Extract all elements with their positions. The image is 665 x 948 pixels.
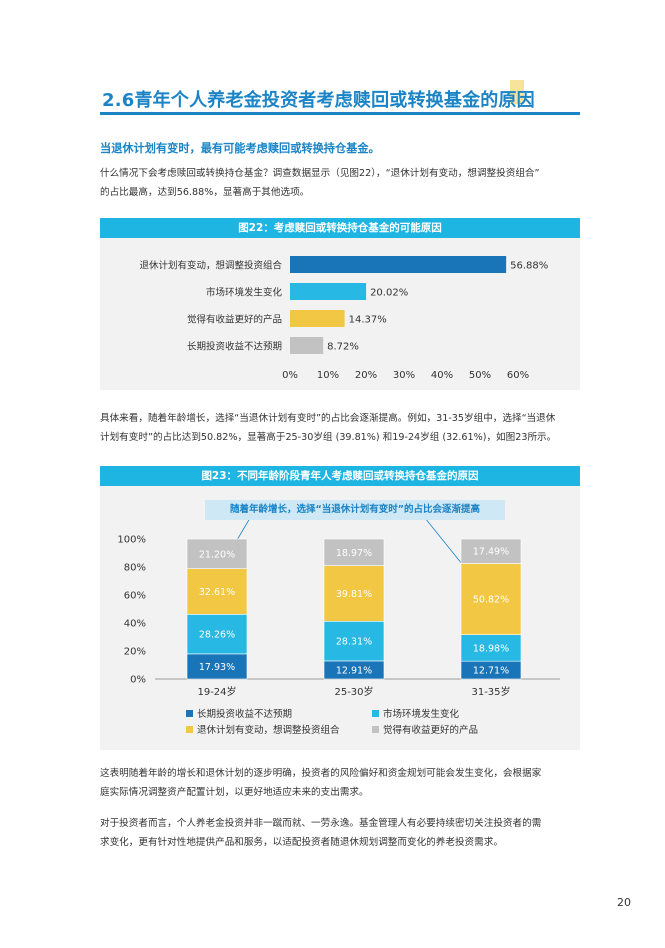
paragraph-detail: 具体来看，随着年龄增长，选择“当退休计划有变时”的占比会逐渐提高。例如，31-3… [100, 409, 584, 447]
bar-category-label: 退休计划有变动，想调整投资组合 [139, 260, 282, 272]
paragraph-line: 计划有变时”的占比达到50.82%，显著高于25-30岁组 (39.81%) 和… [100, 432, 557, 443]
stacked-bar-segment [323, 538, 385, 566]
legend-swatch [372, 710, 379, 717]
figure-23-callout: 随着年龄增长，选择“当退休计划有变时”的占比会逐渐提高 [205, 500, 505, 520]
legend-swatch [186, 726, 193, 733]
x-tick-label: 20% [355, 370, 377, 381]
y-tick-label: 100% [117, 535, 146, 546]
legend-swatch [186, 710, 193, 717]
bar-value-label: 8.72% [327, 342, 359, 353]
bar [290, 256, 507, 273]
segment-value-label: 18.98% [473, 643, 509, 654]
bar-value-label: 20.02% [370, 288, 408, 299]
stacked-bar-segment [323, 620, 385, 662]
y-tick-label: 60% [124, 591, 146, 602]
bar [290, 337, 324, 354]
y-tick-label: 0% [130, 675, 146, 686]
segment-value-label: 39.81% [336, 589, 372, 600]
x-tick-label: 30% [393, 370, 415, 381]
bar-category-label: 长期投资收益不达预期 [187, 341, 282, 353]
figure-23-chart: 0% 20% 40% 60% 80% 100% 17.93% 28.26% 32.61% 21.2… [117, 517, 560, 736]
x-tick-label: 60% [507, 370, 529, 381]
segment-value-label: 17.49% [473, 547, 509, 558]
y-tick-label: 20% [124, 647, 146, 658]
legend-label: 觉得有收益更好的产品 [383, 724, 478, 736]
figure-22-chart: 退休计划有变动，想调整投资组合 56.88% 市场环境发生变化 20.02% 觉得有收益… [139, 256, 548, 381]
segment-value-label: 28.31% [336, 637, 372, 648]
stacked-bar-segment [186, 568, 248, 615]
segment-value-label: 50.82% [473, 595, 509, 606]
paragraph-line: 具体来看，随着年龄增长，选择“当退休计划有变时”的占比会逐渐提高。例如，31-3… [100, 413, 556, 424]
legend-swatch [372, 726, 379, 733]
stacked-bar-segment [460, 563, 522, 635]
title-underline [100, 112, 580, 115]
segment-value-label: 18.97% [336, 548, 372, 559]
figure-22-title: 图22：考虑赎回或转换持仓基金的可能原因 [100, 218, 580, 238]
bar [290, 283, 367, 300]
paragraph-line: 的占比最高，达到56.88%，显著高于其他选项。 [100, 187, 310, 198]
bar-value-label: 56.88% [510, 261, 548, 272]
x-tick-label: 10% [317, 370, 339, 381]
legend-label: 退休计划有变动，想调整投资组合 [197, 724, 340, 736]
legend-label: 长期投资收益不达预期 [197, 708, 292, 720]
segment-value-label: 12.71% [473, 666, 509, 677]
paragraph-line: 对于投资者而言，个人养老金投资并非一蹴而就、一劳永逸。基金管理人有必要持续密切关… [100, 818, 542, 829]
x-tick-label: 40% [431, 370, 453, 381]
x-category-label: 31-35岁 [471, 685, 510, 698]
x-category-label: 25-30岁 [334, 685, 373, 698]
stacked-bar-segment [186, 538, 248, 569]
paragraph-conclusion: 这表明随着年龄的增长和退休计划的逐步明确，投资者的风险偏好和资金规划可能会发生变… [100, 764, 584, 802]
x-tick-label: 50% [469, 370, 491, 381]
paragraph-line: 庭实际情况调整资产配置计划，以更好地适应未来的支出需求。 [100, 787, 369, 798]
segment-value-label: 21.20% [199, 549, 235, 560]
x-category-label: 19-24岁 [197, 685, 236, 698]
segment-value-label: 32.61% [199, 587, 235, 598]
section-subhead: 当退休计划有变时，最有可能考虑赎回或转换持仓基金。 [100, 142, 380, 155]
segment-value-label: 17.93% [199, 662, 235, 673]
bar-value-label: 14.37% [349, 315, 387, 326]
title-decoration [510, 80, 524, 104]
section-title: 2.6青年个人养老金投资者考虑赎回或转换基金的原因 [102, 90, 535, 111]
bar-category-label: 觉得有收益更好的产品 [187, 314, 282, 326]
figure-23-title: 图23：不同年龄阶段青年人考虑赎回或转换持仓基金的原因 [100, 466, 580, 486]
paragraph-recommendation: 对于投资者而言，个人养老金投资并非一蹴而就、一劳永逸。基金管理人有必要持续密切关… [100, 814, 584, 852]
bar-category-label: 市场环境发生变化 [206, 287, 283, 299]
stacked-bar-segment [186, 614, 248, 655]
paragraph-intro: 什么情况下会考虑赎回或转换持仓基金？调查数据显示（见图22），“退休计划有变动，… [100, 164, 584, 202]
legend-label: 市场环境发生变化 [383, 708, 460, 720]
stacked-bar-segment [460, 538, 522, 564]
paragraph-line: 求变化，更有针对性地提供产品和服务，以适配投资者随退休规划调整而变化的养老投资需… [100, 837, 503, 848]
stacked-bar-segment [460, 634, 522, 662]
bar [290, 310, 345, 327]
x-tick-label: 0% [282, 370, 298, 381]
y-tick-label: 40% [124, 619, 146, 630]
page-number: 20 [617, 896, 631, 909]
stacked-bar-segment [323, 565, 385, 622]
y-tick-label: 80% [124, 563, 146, 574]
paragraph-line: 什么情况下会考虑赎回或转换持仓基金？调查数据显示（见图22），“退休计划有变动，… [100, 168, 540, 179]
segment-value-label: 28.26% [199, 630, 235, 641]
paragraph-line: 这表明随着年龄的增长和退休计划的逐步明确，投资者的风险偏好和资金规划可能会发生变… [100, 768, 542, 779]
figure-22-panel: 图22：考虑赎回或转换持仓基金的可能原因 退休计划有变动，想调整投资组合 56.8… [100, 218, 580, 390]
segment-value-label: 12.91% [336, 665, 372, 676]
